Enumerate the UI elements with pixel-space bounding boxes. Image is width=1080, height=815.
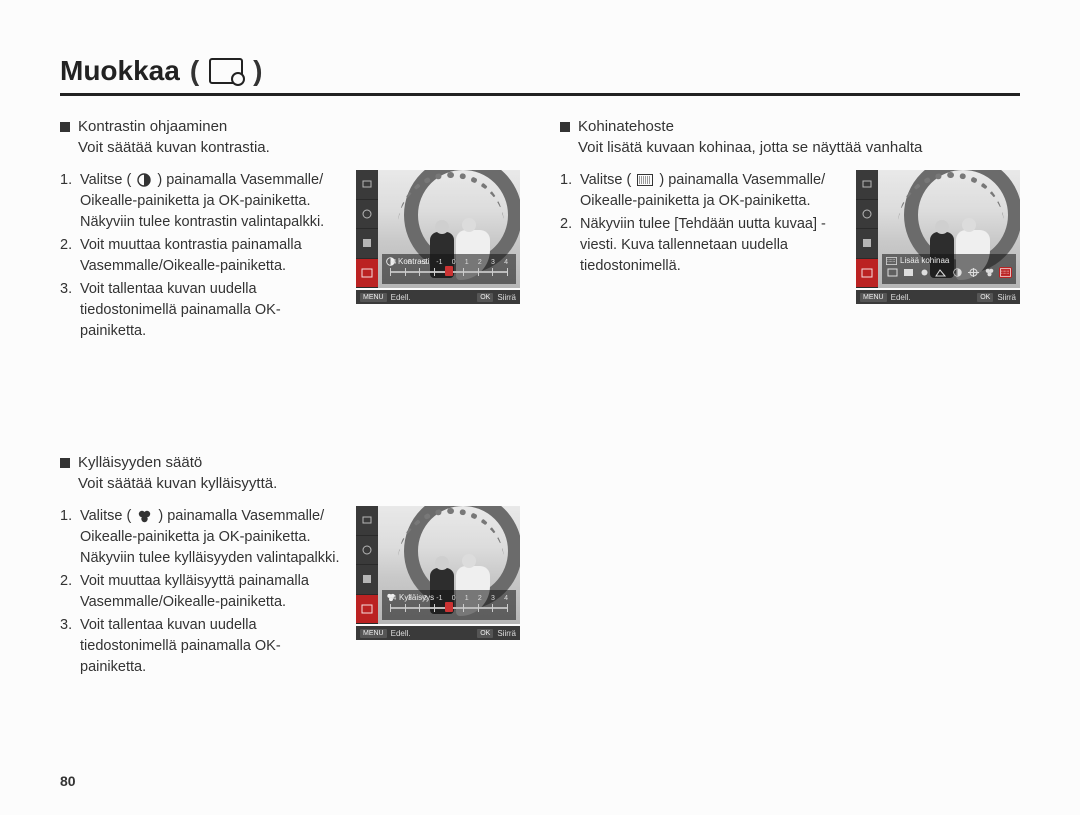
noise-icon bbox=[637, 174, 653, 186]
saturation-step1b: ) painamalla Vasemmalle/ bbox=[158, 508, 324, 524]
noise-overlay-label: Lisää kohinaa bbox=[900, 256, 949, 265]
sidebar-resize-icon bbox=[356, 200, 378, 230]
thumb-footer: MENU Edell. OK Siirrä bbox=[356, 626, 520, 640]
sidebar-color-icon bbox=[356, 565, 378, 595]
page-title: Muokkaa bbox=[60, 55, 180, 87]
footer-right: Siirrä bbox=[497, 293, 516, 302]
saturation-thumbnail: Kylläisyys -4 -3 -2 -1 0 1 bbox=[356, 506, 520, 640]
saturation-step1c: Oikealle-painiketta ja OK-painiketta. Nä… bbox=[80, 529, 340, 566]
strip-icon bbox=[886, 267, 899, 278]
contrast-thumbnail: Kontrasti -4 -3 -2 -1 0 1 bbox=[356, 170, 520, 304]
saturation-icon bbox=[137, 510, 152, 523]
contrast-step1b: ) painamalla Vasemmalle/ bbox=[157, 172, 323, 188]
edit-photo-icon bbox=[209, 58, 243, 84]
menu-tag: MENU bbox=[860, 293, 887, 302]
contrast-icon bbox=[137, 173, 151, 187]
thumb-sidebar bbox=[356, 170, 378, 288]
slider-knob bbox=[445, 602, 453, 612]
menu-tag: MENU bbox=[360, 629, 387, 638]
thumb-sidebar bbox=[856, 170, 878, 288]
footer-left: Edell. bbox=[891, 293, 911, 302]
sidebar-rotate-icon bbox=[856, 170, 878, 200]
thumb-sidebar bbox=[356, 506, 378, 624]
saturation-heading: Kylläisyyden säätö bbox=[78, 454, 202, 471]
strip-icon bbox=[934, 267, 947, 278]
sidebar-adjust-icon bbox=[356, 595, 378, 625]
title-divider bbox=[60, 93, 1020, 96]
sidebar-resize-icon bbox=[356, 536, 378, 566]
section-contrast: Kontrastin ohjaaminen Voit säätää kuvan … bbox=[60, 118, 520, 344]
strip-icon bbox=[983, 267, 996, 278]
strip-icon bbox=[918, 267, 931, 278]
ok-tag: OK bbox=[477, 629, 493, 638]
contrast-heading: Kontrastin ohjaaminen bbox=[78, 118, 227, 135]
footer-left: Edell. bbox=[391, 293, 411, 302]
sidebar-color-icon bbox=[856, 229, 878, 259]
strip-icon bbox=[951, 267, 964, 278]
sidebar-rotate-icon bbox=[356, 170, 378, 200]
sidebar-adjust-icon bbox=[356, 259, 378, 289]
title-open-paren: ( bbox=[190, 55, 199, 87]
footer-right: Siirrä bbox=[997, 293, 1016, 302]
saturation-step1a: Valitse ( bbox=[80, 508, 131, 524]
sidebar-adjust-icon bbox=[856, 259, 878, 289]
thumb-footer: MENU Edell. OK Siirrä bbox=[856, 290, 1020, 304]
footer-right: Siirrä bbox=[497, 629, 516, 638]
saturation-step3: Voit tallentaa kuvan uudella tiedostonim… bbox=[80, 615, 342, 678]
sidebar-color-icon bbox=[356, 229, 378, 259]
footer-left: Edell. bbox=[391, 629, 411, 638]
noise-step1a: Valitse ( bbox=[580, 172, 631, 188]
noise-step1b: ) painamalla Vasemmalle/ bbox=[659, 172, 825, 188]
contrast-slider-overlay: Kontrasti -4 -3 -2 -1 0 1 bbox=[382, 254, 516, 284]
title-close-paren: ) bbox=[253, 55, 262, 87]
ok-tag: OK bbox=[977, 293, 993, 302]
saturation-step2: Voit muuttaa kylläisyyttä painamalla Vas… bbox=[80, 571, 342, 613]
section-saturation: Kylläisyyden säätö Voit säätää kuvan kyl… bbox=[60, 454, 520, 680]
contrast-steps: 1. Valitse ( ) painamalla Vasemmalle/ Oi… bbox=[60, 170, 342, 344]
noise-step1c: Oikealle-painiketta ja OK-painiketta. bbox=[580, 193, 811, 209]
menu-tag: MENU bbox=[360, 293, 387, 302]
saturation-slider-overlay: Kylläisyys -4 -3 -2 -1 0 1 bbox=[382, 590, 516, 620]
thumb-footer: MENU Edell. OK Siirrä bbox=[356, 290, 520, 304]
sidebar-resize-icon bbox=[856, 200, 878, 230]
noise-iconstrip-overlay: Lisää kohinaa bbox=[882, 254, 1016, 284]
strip-icon-selected bbox=[999, 267, 1012, 278]
contrast-desc: Voit säätää kuvan kontrastia. bbox=[78, 139, 520, 156]
saturation-steps: 1. Valitse ( ) painamalla Vasemmalle/ Oi… bbox=[60, 506, 342, 680]
page-number: 80 bbox=[60, 773, 76, 789]
strip-icon bbox=[967, 267, 980, 278]
noise-steps: 1. Valitse ( bbox=[560, 170, 842, 279]
saturation-desc: Voit säätää kuvan kylläisyyttä. bbox=[78, 475, 520, 492]
noise-desc: Voit lisätä kuvaan kohinaa, jotta se näy… bbox=[578, 139, 1020, 156]
strip-icon bbox=[902, 267, 915, 278]
slider-knob bbox=[445, 266, 453, 276]
section-noise: Kohinatehoste Voit lisätä kuvaan kohinaa… bbox=[560, 118, 1020, 304]
page-title-wrap: Muokkaa ( ) bbox=[60, 55, 1020, 87]
noise-icon bbox=[886, 257, 897, 265]
contrast-step3: Voit tallentaa kuvan uudella tiedostonim… bbox=[80, 279, 342, 342]
contrast-step1a: Valitse ( bbox=[80, 172, 131, 188]
contrast-step1c: Oikealle-painiketta ja OK-painiketta. Nä… bbox=[80, 193, 324, 230]
ok-tag: OK bbox=[477, 293, 493, 302]
noise-step2: Näkyviin tulee [Tehdään uutta kuvaa] -vi… bbox=[580, 214, 842, 277]
sidebar-rotate-icon bbox=[356, 506, 378, 536]
bullet-icon bbox=[60, 122, 70, 132]
noise-thumbnail: Lisää kohinaa bbox=[856, 170, 1020, 304]
noise-heading: Kohinatehoste bbox=[578, 118, 674, 135]
contrast-step2: Voit muuttaa kontrastia painamalla Vasem… bbox=[80, 235, 342, 277]
bullet-icon bbox=[60, 458, 70, 468]
bullet-icon bbox=[560, 122, 570, 132]
